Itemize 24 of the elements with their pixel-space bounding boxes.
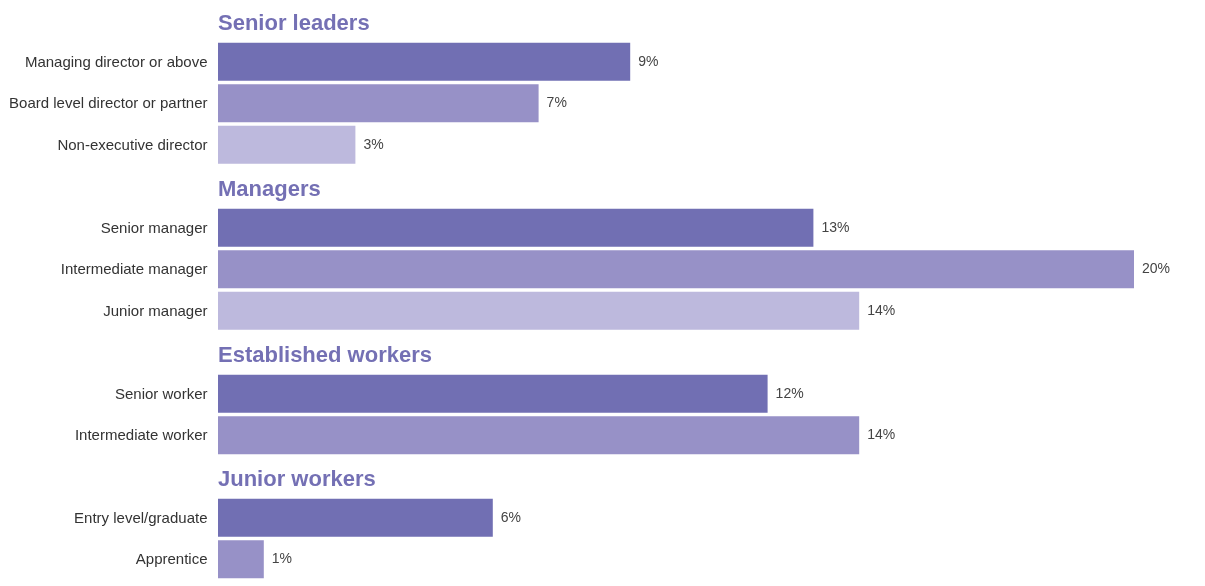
y-tick-label: Entry level/graduate [74,508,208,526]
chart-title: Senior leaders [218,10,370,35]
y-tick-label: Non-executive director [57,135,208,153]
data-label: 13% [821,218,850,235]
data-label: 3% [363,135,384,152]
data-label: 7% [546,94,567,111]
y-tick-label: Intermediate manager [60,260,208,278]
data-label: 9% [638,52,659,69]
data-label: 1% [271,550,293,567]
y-tick-label: Apprentice [135,550,208,568]
data-label: 6% [500,508,522,525]
y-tick-label: Intermediate worker [74,426,208,444]
y-tick-label: Managing director or above [24,52,208,70]
chart-title: Managers [218,176,321,201]
y-tick-label: Board level director or partner [9,94,208,112]
data-label: 12% [775,384,804,401]
y-tick-label: Junior manager [103,301,208,319]
data-label: 14% [867,426,896,443]
chart-title: Established workers [218,342,432,367]
chart-title: Junior workers [218,466,376,491]
y-tick-label: Senior manager [100,218,208,236]
data-label: 14% [867,301,896,318]
data-label: 20% [1142,260,1171,277]
y-tick-label: Senior worker [114,384,208,402]
